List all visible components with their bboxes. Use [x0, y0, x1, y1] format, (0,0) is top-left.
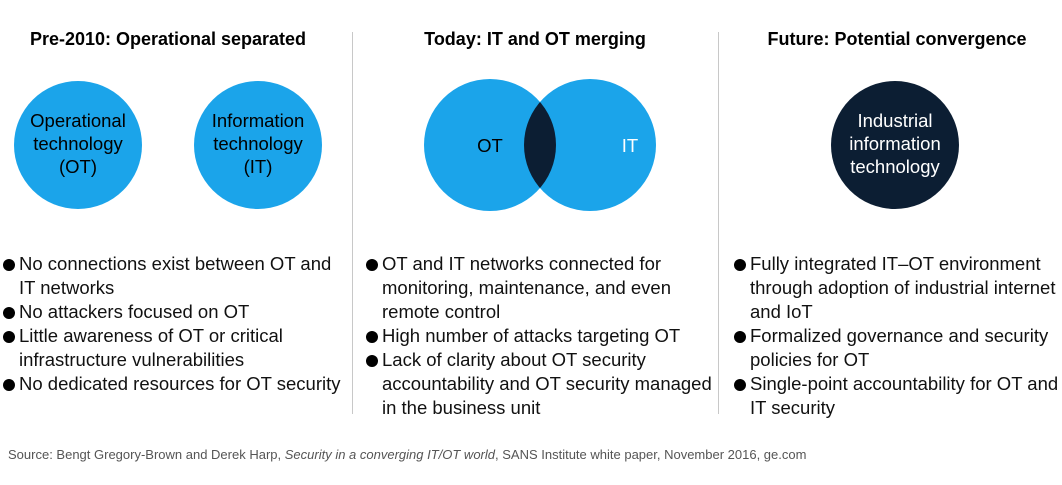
- bullet: Fully integrated IT–OT environment throu…: [734, 252, 1062, 324]
- bullet: No attackers focused on OT: [3, 300, 343, 324]
- source: Source: Bengt Gregory-Brown and Derek Ha…: [8, 447, 806, 462]
- circle-label: technology: [850, 156, 940, 177]
- bullet: OT and IT networks connected for monitor…: [366, 252, 716, 324]
- circle-label: OT: [477, 135, 503, 156]
- it-circle: [524, 79, 656, 211]
- source-text: Source: Bengt Gregory-Brown and Derek Ha…: [8, 447, 285, 462]
- column-title: Today: IT and OT merging: [424, 29, 646, 49]
- bullet: Little awareness of OT or critical infra…: [3, 324, 343, 372]
- circle-label: (IT): [244, 156, 273, 177]
- ot-circle: [424, 79, 556, 211]
- divider: [352, 32, 353, 414]
- bullet: High number of attacks targeting OT: [366, 324, 716, 348]
- circle-label: Operational: [30, 110, 126, 131]
- source-text: , SANS Institute white paper, November 2…: [495, 447, 807, 462]
- circle-label: (OT): [59, 156, 97, 177]
- circle-label: information: [849, 133, 941, 154]
- circle-label: Industrial: [857, 110, 932, 131]
- converged-circle: [831, 81, 959, 209]
- circle-label: technology: [213, 133, 303, 154]
- column-title: Future: Potential convergence: [767, 29, 1027, 49]
- bullet: Lack of clarity about OT security accoun…: [366, 348, 716, 420]
- bullet: No connections exist between OT and IT n…: [3, 252, 343, 300]
- it-circle: [194, 81, 322, 209]
- circle-label: IT: [622, 135, 638, 156]
- divider: [718, 32, 719, 414]
- bullet-list: OT and IT networks connected for monitor…: [366, 252, 716, 420]
- bullet: Single-point accountability for OT and I…: [734, 372, 1062, 420]
- bullet-list: Fully integrated IT–OT environment throu…: [734, 252, 1062, 420]
- ot-circle: [14, 81, 142, 209]
- bullet: Formalized governance and security polic…: [734, 324, 1062, 372]
- bullet-list: No connections exist between OT and IT n…: [3, 252, 343, 396]
- circle-label: technology: [33, 133, 123, 154]
- column-title: Pre-2010: Operational separated: [29, 29, 307, 49]
- bullet: No dedicated resources for OT security: [3, 372, 343, 396]
- source-title: Security in a converging IT/OT world: [284, 447, 495, 462]
- circle-label: Information: [212, 110, 305, 131]
